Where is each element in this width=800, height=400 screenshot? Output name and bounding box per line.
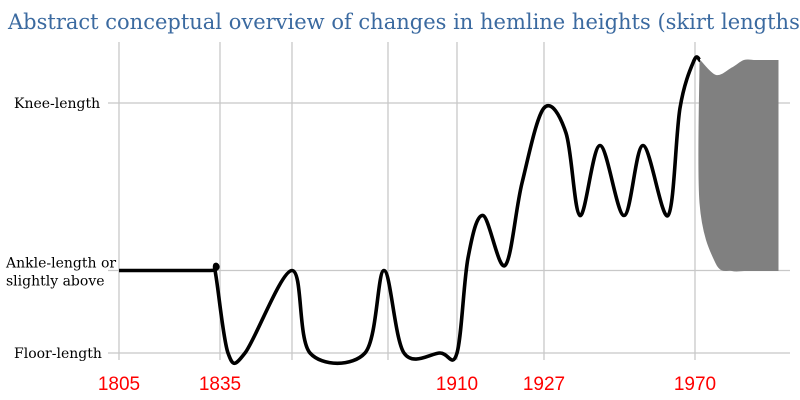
- hemline-variability-band: [698, 58, 779, 272]
- y-level-label: Knee-length: [14, 96, 100, 112]
- hemline-series-line: [118, 55, 702, 366]
- band-layer: [698, 58, 779, 272]
- grid-layer: [108, 42, 790, 360]
- y-level-label: slightly above: [6, 274, 105, 290]
- y-axis-labels: Knee-length Ankle-length or slightly above…: [5, 96, 116, 362]
- y-level-label: Ankle-length or: [5, 256, 116, 272]
- line-layer: [118, 55, 702, 366]
- x-tick-label: 1910: [436, 374, 478, 395]
- y-level-label: Floor-length: [14, 346, 102, 362]
- x-tick-label: 1805: [98, 374, 140, 395]
- x-tick-label: 1835: [199, 374, 241, 395]
- chart-title: Abstract conceptual overview of changes …: [7, 10, 800, 34]
- x-tick-label: 1927: [523, 374, 565, 395]
- x-tick-label: 1970: [674, 374, 716, 395]
- x-axis-labels: 1805 1835 1910 1927 1970: [98, 374, 716, 395]
